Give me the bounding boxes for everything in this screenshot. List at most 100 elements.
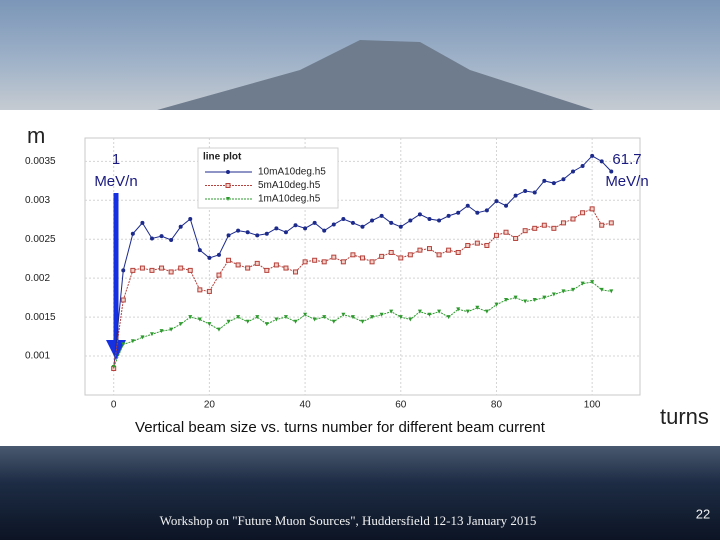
- data-point: [389, 309, 394, 314]
- data-point: [341, 312, 346, 317]
- data-point: [523, 188, 528, 193]
- y-tick-label: 0.0015: [25, 312, 56, 323]
- data-point: [513, 235, 519, 241]
- data-point: [580, 210, 586, 216]
- data-point: [149, 236, 154, 241]
- legend-box: [197, 147, 339, 209]
- data-point: [159, 234, 164, 239]
- data-point: [331, 319, 336, 324]
- data-point: [551, 181, 556, 186]
- legend-label: 10mA10deg.h5: [258, 167, 326, 178]
- data-point: [283, 230, 288, 235]
- data-point: [321, 259, 327, 265]
- data-point: [475, 305, 480, 310]
- data-point: [513, 193, 518, 198]
- y-tick-label: 0.0035: [25, 156, 56, 167]
- data-point: [360, 224, 365, 229]
- data-point: [465, 203, 470, 208]
- data-point: [283, 265, 289, 271]
- data-point: [187, 267, 193, 273]
- y-tick-label: 0.0025: [25, 234, 56, 245]
- data-point: [504, 297, 509, 302]
- legend-label: 5mA10deg.h5: [258, 180, 321, 191]
- data-point: [388, 249, 394, 255]
- data-point: [599, 159, 604, 164]
- data-point: [207, 255, 212, 260]
- data-point: [542, 178, 547, 183]
- data-point: [226, 233, 231, 238]
- data-point: [493, 232, 499, 238]
- data-point: [245, 265, 251, 271]
- data-point: [609, 169, 614, 174]
- data-point: [408, 218, 413, 223]
- legend-title: line plot: [203, 152, 242, 163]
- data-point: [484, 208, 489, 213]
- data-point: [350, 315, 355, 320]
- data-point: [216, 272, 222, 278]
- data-point: [551, 225, 557, 231]
- data-point: [561, 177, 566, 182]
- data-point: [474, 240, 480, 246]
- data-point: [264, 231, 269, 236]
- data-point: [398, 255, 404, 261]
- y-tick-label: 0.003: [25, 195, 50, 206]
- data-point: [216, 327, 221, 332]
- y-axis-label: m: [27, 123, 45, 148]
- data-point: [561, 289, 566, 294]
- caption: Vertical beam size vs. turns number for …: [135, 419, 546, 436]
- page-number: 22: [696, 506, 710, 521]
- data-point: [379, 253, 385, 259]
- data-point: [168, 269, 174, 275]
- annotation: MeV/n: [605, 173, 648, 190]
- data-point: [609, 289, 614, 294]
- data-point: [312, 257, 318, 263]
- data-point: [216, 252, 221, 257]
- data-point: [188, 315, 193, 320]
- data-point: [370, 315, 375, 320]
- data-point: [159, 329, 164, 334]
- sea-background: [0, 445, 720, 540]
- data-point: [149, 267, 155, 273]
- data-point: [417, 309, 422, 314]
- data-point: [178, 224, 183, 229]
- data-point: [140, 220, 145, 225]
- annotation: 61.7: [612, 151, 641, 168]
- y-tick-label: 0.002: [25, 273, 50, 284]
- data-point: [456, 210, 461, 215]
- data-point: [169, 327, 174, 332]
- data-point: [255, 315, 260, 320]
- data-point: [130, 231, 135, 236]
- data-point: [340, 259, 346, 265]
- data-point: [293, 269, 299, 275]
- x-tick-label: 20: [204, 400, 216, 411]
- y-tick-label: 0.001: [25, 351, 50, 362]
- data-point: [159, 265, 165, 271]
- data-point: [446, 213, 451, 218]
- data-point: [139, 265, 145, 271]
- data-point: [379, 213, 384, 218]
- data-point: [350, 220, 355, 225]
- data-point: [407, 252, 413, 258]
- data-point: [484, 309, 489, 314]
- data-point: [120, 297, 126, 303]
- data-point: [389, 220, 394, 225]
- data-point: [235, 262, 241, 268]
- data-point: [532, 190, 537, 195]
- data-point: [303, 312, 308, 317]
- data-point: [197, 287, 203, 293]
- mountain: [150, 40, 600, 112]
- data-point: [206, 288, 212, 294]
- data-point: [245, 230, 250, 235]
- data-point: [360, 255, 365, 261]
- data-point: [455, 249, 461, 255]
- data-point: [283, 315, 288, 320]
- data-point: [197, 317, 202, 322]
- data-point: [417, 212, 422, 217]
- data-point: [293, 223, 298, 228]
- data-point: [513, 295, 518, 300]
- data-point: [379, 312, 384, 317]
- data-point: [341, 216, 346, 221]
- data-point: [580, 281, 585, 286]
- data-point: [149, 332, 154, 337]
